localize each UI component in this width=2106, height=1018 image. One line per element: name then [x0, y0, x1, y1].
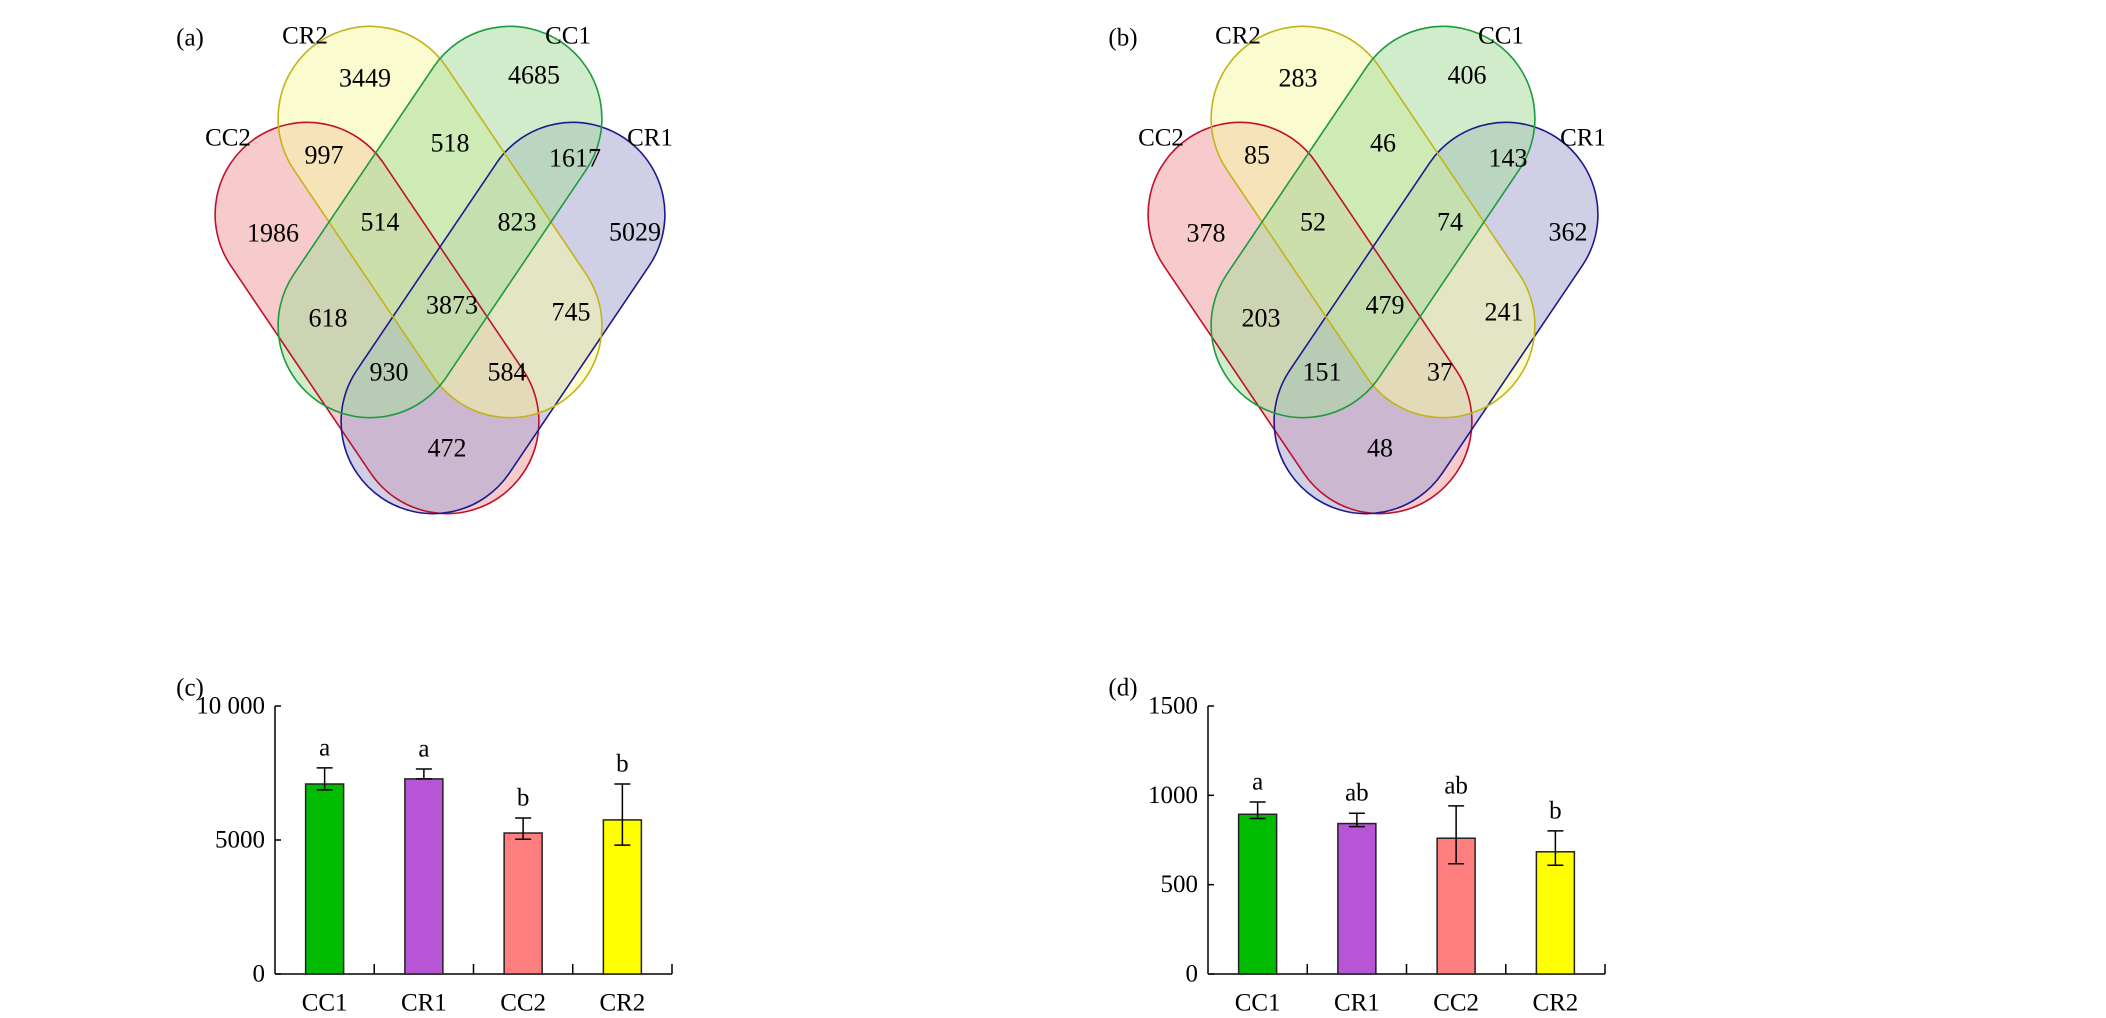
region-count-cc1-cr1: 143 — [1489, 144, 1528, 173]
region-count-cc2-cr2-cc1-cr1: 3873 — [426, 291, 478, 320]
x-tick-label-cc2: CC2 — [1433, 990, 1479, 1017]
set-label-cc1: CC1 — [545, 23, 591, 50]
significance-letter-cr1: a — [418, 735, 429, 762]
region-count-cr2: 283 — [1279, 64, 1318, 93]
region-count-cc2-cr2-cc1: 514 — [361, 208, 400, 237]
region-count-cr2-cc1-cr1: 823 — [498, 208, 537, 237]
venn-set-cr2-outline — [277, 25, 603, 419]
region-count-cc2-cr2: 85 — [1244, 141, 1270, 170]
region-count-cc2-cr1: 48 — [1367, 434, 1393, 463]
region-count-cc2-cc1: 203 — [1242, 304, 1281, 333]
bar-cr1 — [1337, 822, 1377, 975]
panel-label: (d) — [1108, 675, 1137, 702]
y-tick-label: 1000 — [1148, 782, 1198, 809]
panel-label: (b) — [1108, 25, 1137, 52]
region-count-cc2-cr2-cc1: 52 — [1300, 208, 1326, 237]
region-count-cc2-cr1: 472 — [428, 434, 467, 463]
x-tick-label-cr2: CR2 — [1532, 990, 1578, 1017]
region-count-cr2-cc1: 518 — [431, 129, 470, 158]
significance-letter-cr2: b — [1549, 797, 1562, 824]
y-tick-label: 10 000 — [196, 693, 265, 720]
significance-letter-cc1: a — [319, 734, 330, 761]
set-label-cr1: CR1 — [627, 125, 673, 152]
significance-letter-cr1: ab — [1345, 780, 1369, 807]
region-count-cc2-cr2-cc1-cr1: 479 — [1366, 291, 1405, 320]
venn-set-cr1-outline — [1273, 121, 1599, 515]
region-count-cc2-cr2: 997 — [305, 141, 344, 170]
y-tick-label: 500 — [1161, 871, 1199, 898]
venn-set-cc2-outline — [214, 121, 540, 515]
bar-cr1 — [404, 778, 444, 975]
significance-letter-cc2: ab — [1444, 772, 1468, 799]
venn-panel-a: CR2 CC1 CC2 CR1 (a) 3449 4685 997 518 1617 1986 514… — [176, 23, 673, 515]
panel-label: (c) — [176, 675, 204, 702]
region-count-cr2-cr1: 745 — [552, 298, 591, 327]
region-count-cc2-cr2-cr1: 584 — [488, 358, 527, 387]
x-tick-label-cr1: CR1 — [401, 990, 447, 1017]
set-label-cr1: CR1 — [1560, 125, 1606, 152]
set-label-cr2: CR2 — [1215, 23, 1261, 50]
x-tick-label-cr2: CR2 — [599, 990, 645, 1017]
venn-set-cc1-outline — [1210, 25, 1536, 419]
venn-set-cr1-outline — [340, 121, 666, 515]
bar-cr2 — [1535, 851, 1576, 975]
region-count-cc2-cc1: 618 — [309, 304, 348, 333]
y-tick-label: 1500 — [1148, 693, 1198, 720]
bar-cc2 — [503, 832, 543, 975]
region-count-cc1: 406 — [1448, 61, 1487, 90]
region-count-cr2-cc1-cr1: 74 — [1437, 208, 1463, 237]
region-count-cr2: 3449 — [339, 64, 391, 93]
region-count-cc2-cc1-cr1: 930 — [370, 358, 409, 387]
region-count-cr1: 362 — [1549, 218, 1588, 247]
significance-letter-cr2: b — [616, 750, 629, 777]
venn-panel-b: CR2 CC1 CC2 CR1 (b) 283 406 85 46 143 378 52 74 362 20… — [1108, 23, 1606, 515]
y-tick-label: 5000 — [215, 827, 265, 854]
y-tick-label: 0 — [1186, 961, 1199, 988]
region-count-cr2-cc1: 46 — [1370, 129, 1396, 158]
region-count-cc2: 378 — [1187, 219, 1226, 248]
set-label-cc1: CC1 — [1478, 23, 1524, 50]
region-count-cc1-cr1: 1617 — [549, 144, 601, 173]
region-count-cr2-cr1: 241 — [1485, 298, 1524, 327]
significance-letter-cc1: a — [1252, 768, 1263, 795]
region-count-cc2-cc1-cr1: 151 — [1303, 358, 1342, 387]
region-count-cc2-cr2-cr1: 37 — [1427, 358, 1453, 387]
x-tick-label-cc1: CC1 — [302, 990, 348, 1017]
y-tick-label: 0 — [253, 961, 266, 988]
venn-set-cc1-outline — [277, 25, 603, 419]
panel-label: (a) — [176, 25, 204, 52]
bar-panel-d: (d) 0 500 1000 1500 a CC1 ab CR1 ab CC2 b CR2 — [1108, 675, 1606, 1017]
region-count-cc1: 4685 — [508, 61, 560, 90]
set-label-cr2: CR2 — [282, 23, 328, 50]
venn-set-cc2-outline — [1147, 121, 1473, 515]
venn-set-cc1-fill — [1211, 26, 1535, 418]
x-tick-label-cc1: CC1 — [1235, 990, 1281, 1017]
bar-cc1 — [304, 783, 345, 975]
x-tick-label-cr1: CR1 — [1334, 990, 1380, 1017]
venn-set-cc1-fill — [278, 26, 602, 418]
set-label-cc2: CC2 — [205, 125, 251, 152]
significance-letter-cc2: b — [517, 785, 530, 812]
venn-set-cr2-outline — [1210, 25, 1536, 419]
bar-cc1 — [1237, 813, 1278, 975]
bar-panel-c: (c) 0 5000 10 000 a CC1 a CR1 b CC2 b CR2 — [176, 675, 673, 1017]
region-count-cr1: 5029 — [609, 218, 661, 247]
set-label-cc2: CC2 — [1138, 125, 1184, 152]
region-count-cc2: 1986 — [247, 219, 299, 248]
x-tick-label-cc2: CC2 — [500, 990, 546, 1017]
